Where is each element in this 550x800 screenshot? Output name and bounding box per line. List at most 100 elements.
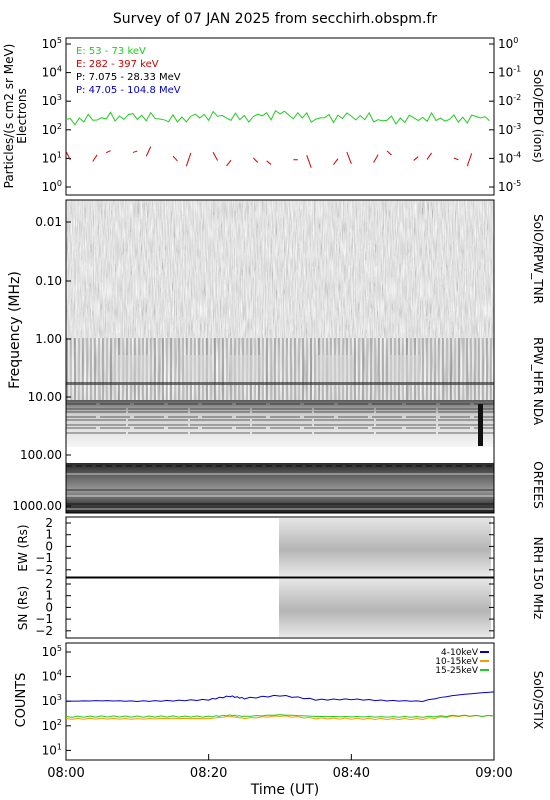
hfr-stripe [178, 338, 180, 400]
hfr-stripe [66, 338, 68, 400]
hfr-stripe [78, 338, 80, 400]
hfr-stripe [114, 338, 116, 400]
epd-right-tick-labels: 100 10-1 10-2 10-3 10-4 10-5 [489, 36, 521, 194]
hfr-stripe [214, 338, 216, 400]
instrument-label: ORFEES [531, 461, 545, 508]
hfr-bright-patch [184, 355, 212, 385]
epd-series-segment [306, 155, 312, 168]
stix-tick: 103 [42, 693, 62, 708]
epd-series-segment [252, 157, 259, 163]
stix-legend-entry: 10-15keV [435, 657, 479, 667]
epd-left-tick: 101 [42, 150, 62, 165]
epd-legend-entry: E: 53 - 73 keV [76, 46, 146, 57]
x-tick: 08:20 [190, 766, 227, 781]
nrh-tick: 1 [45, 589, 53, 603]
hfr-stripe [482, 338, 484, 400]
hfr-stripe [262, 338, 264, 400]
x-axis-label: Time (UT) [250, 782, 319, 798]
epd-legend-entry: E: 282 - 397 keV [76, 59, 159, 70]
x-tick: 08:40 [333, 766, 370, 781]
epd-series-segment [185, 152, 192, 167]
nrh-tick: −1 [35, 612, 53, 626]
nrh-tick: −2 [35, 624, 53, 638]
instrument-label: NDA [531, 399, 545, 426]
hfr-stripe [282, 338, 284, 400]
orfees-band [66, 463, 494, 513]
epd-ylabel-line1: Particles/(s cm2 sr MeV) [2, 44, 16, 189]
epd-series-segment [386, 150, 392, 156]
hfr-stripe [102, 338, 104, 400]
epd-series-segment [105, 150, 111, 154]
x-tick: 09:00 [475, 766, 512, 781]
hfr-stripe [450, 338, 452, 400]
epd-left-tick-labels: 105 104 103 102 101 100 [42, 36, 71, 194]
hfr-stripe [98, 338, 100, 400]
nrh-ew-image [279, 518, 491, 576]
epd-series-segment [212, 151, 219, 161]
hfr-stripe [462, 338, 464, 400]
epd-series-segment [413, 156, 419, 161]
nda-band [66, 400, 494, 447]
epd-right-tick: 10-3 [498, 122, 521, 137]
nrh-right-label: NRH 150 MHz [531, 537, 545, 620]
frequency-tick: 0.10 [35, 274, 62, 288]
epd-series-segment [266, 160, 272, 165]
epd-left-tick: 100 [42, 179, 62, 194]
hfr-stripe [454, 338, 456, 400]
orfees-lines [66, 465, 494, 510]
hfr-stripe [458, 338, 460, 400]
hfr-stripe [174, 338, 176, 400]
epd-right-tick: 10-5 [498, 179, 521, 194]
chart-title: Survey of 07 JAN 2025 from secchirh.obsp… [113, 11, 437, 27]
hfr-bright-patch [388, 355, 420, 385]
hfr-stripe [218, 338, 220, 400]
hfr-stripe [82, 338, 84, 400]
hfr-stripe [222, 338, 224, 400]
gap-band [66, 447, 494, 463]
stix-series-line [65, 714, 495, 721]
hfr-stripe [470, 338, 472, 400]
hfr-stripe [70, 338, 72, 400]
stix-right-label: SolO/STIX [531, 671, 545, 730]
frequency-tick: 1000.00 [12, 499, 62, 513]
epd-series-segment [426, 152, 432, 160]
spectrogram-panel: 0.01 0.10 1.00 10.00 100.00 1000.00 Frequency… [7, 199, 545, 514]
stix-ylabel: COUNTS [14, 673, 29, 728]
epd-right-tick: 10-2 [498, 93, 521, 108]
epd-legend-entry: P: 7.075 - 28.33 MeV [76, 72, 181, 83]
hfr-stripe [366, 338, 368, 400]
hfr-stripe [362, 338, 364, 400]
hfr-stripe [474, 338, 476, 400]
epd-series-segment [65, 151, 71, 161]
nda-lines [66, 403, 494, 434]
hfr-stripe [382, 338, 384, 400]
epd-ylabel-line2: Electrons [15, 88, 29, 143]
stix-tick: 104 [42, 669, 62, 684]
x-axis-tick-labels: 08:00 08:20 08:40 09:00 [47, 754, 513, 781]
stix-legend-entry: 4-10keV [441, 648, 479, 658]
frequency-tick: 0.01 [35, 215, 62, 229]
hfr-stripe [74, 338, 76, 400]
hfr-stripe [302, 338, 304, 400]
hfr-stripe [378, 338, 380, 400]
hfr-stripe [426, 338, 428, 400]
frequency-tick: 100.00 [20, 448, 62, 462]
spectrogram-right-labels: SolO/RPW_TNR RPW_HFR NDA ORFEES [531, 214, 545, 509]
frequency-tick-labels: 0.01 0.10 1.00 10.00 100.00 1000.00 [12, 215, 71, 513]
epd-frame [65, 37, 495, 196]
nrh-sn-image [279, 579, 491, 637]
hfr-bright-patch [116, 355, 150, 385]
epd-left-tick: 104 [42, 65, 62, 80]
epd-right-tick: 10-1 [498, 65, 521, 80]
stix-series [65, 691, 495, 721]
epd-right-label: SolO/EPD (ions) [531, 69, 545, 163]
hfr-stripe [106, 338, 108, 400]
nda-burst [478, 404, 483, 446]
hfr-stripe [310, 338, 312, 400]
epd-legend-entry: P: 47.05 - 104.8 MeV [76, 85, 181, 96]
hfr-stripe [370, 338, 372, 400]
stix-legend-entry: 15-25keV [435, 666, 479, 676]
